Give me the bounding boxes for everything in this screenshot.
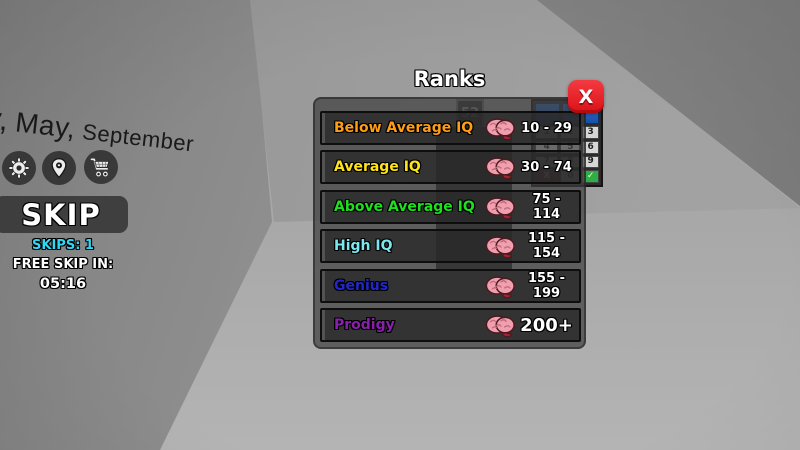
- rank-name: High IQ: [334, 238, 393, 254]
- rank-name: Prodigy: [334, 317, 395, 333]
- brain-icon: [485, 236, 515, 259]
- rank-row-prodigy: Prodigy 200+: [320, 308, 581, 342]
- rank-row-high: High IQ 115 - 154: [320, 229, 581, 263]
- brain-icon: [485, 118, 515, 141]
- close-button[interactable]: X: [568, 80, 604, 113]
- wall-text-part: May,: [13, 106, 78, 145]
- wall-text-part: y,: [0, 100, 11, 138]
- rank-row-average: Average IQ 30 - 74: [320, 150, 581, 184]
- close-x-icon: X: [578, 85, 594, 108]
- settings-button[interactable]: [2, 151, 36, 185]
- skips-count: SKIPS: 1: [32, 238, 94, 253]
- rank-range: 115 - 154: [527, 231, 566, 261]
- map-pin-icon: [51, 157, 67, 179]
- rank-name: Average IQ: [334, 159, 421, 175]
- rank-name: Genius: [334, 278, 389, 294]
- free-skip-label: FREE SKIP IN:: [12, 257, 114, 272]
- rank-name: Below Average IQ: [334, 120, 474, 136]
- shopping-cart-icon: [90, 158, 110, 177]
- calc-key-9: 9: [582, 155, 599, 169]
- teleport-button[interactable]: [42, 151, 76, 185]
- rank-range: 200+: [520, 314, 573, 336]
- rank-range: 75 - 114: [532, 192, 561, 222]
- shop-button[interactable]: [84, 150, 118, 184]
- rank-row-below-average: Below Average IQ 10 - 29: [320, 111, 581, 145]
- rank-row-above-average: Above Average IQ 75 - 114: [320, 190, 581, 224]
- brain-icon: [485, 315, 515, 338]
- skip-button-label: SKIP: [21, 197, 101, 232]
- calc-key-3: 3: [582, 126, 599, 139]
- skip-button[interactable]: SKIP: [0, 196, 128, 233]
- ranks-panel-title: Ranks: [413, 67, 486, 91]
- rank-range: 155 - 199: [527, 271, 566, 301]
- brain-icon: [485, 157, 515, 180]
- ranks-panel: Below Average IQ 10 - 29 Average IQ 30 -…: [313, 97, 586, 349]
- rank-range: 30 - 74: [521, 159, 572, 175]
- rank-range: 10 - 29: [521, 120, 572, 136]
- rank-row-genius: Genius 155 - 199: [320, 269, 581, 303]
- free-skip-timer: 05:16: [39, 276, 87, 292]
- brain-icon: [485, 197, 515, 220]
- brain-icon: [485, 276, 515, 299]
- gear-icon: [8, 157, 30, 179]
- rank-name: Above Average IQ: [334, 199, 475, 215]
